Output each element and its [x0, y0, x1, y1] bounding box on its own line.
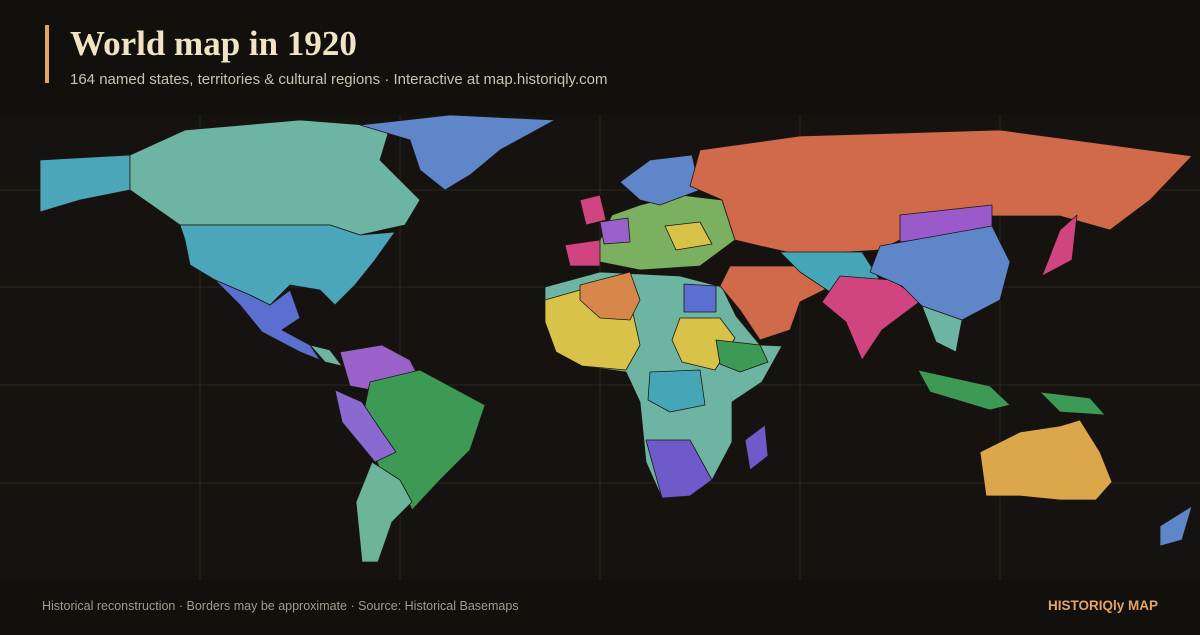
france	[599, 217, 631, 245]
britain	[579, 194, 607, 226]
congo	[647, 369, 706, 413]
central-america	[309, 344, 343, 367]
canada	[129, 119, 421, 236]
accent-bar	[45, 25, 49, 83]
indochina	[921, 305, 963, 353]
united-states	[179, 224, 396, 306]
subtitle: 164 named states, territories & cultural…	[70, 71, 607, 88]
iberia	[564, 239, 601, 267]
title: World map in 1920	[70, 24, 357, 63]
japan	[1041, 214, 1078, 277]
footer-note: Historical reconstruction · Borders may …	[42, 599, 519, 613]
mexico	[214, 279, 321, 361]
new-zealand	[1159, 505, 1193, 547]
algeria	[579, 271, 641, 321]
brand: HISTORIQly MAP	[1048, 598, 1158, 613]
peru-bolivia	[334, 389, 397, 463]
greenland	[359, 114, 556, 191]
australia	[979, 419, 1113, 501]
argentina-chile	[355, 461, 413, 563]
madagascar	[744, 424, 769, 471]
alaska	[39, 154, 131, 213]
land	[39, 114, 1193, 563]
balkans	[664, 221, 713, 251]
new-guinea	[1039, 391, 1106, 416]
ethiopia	[715, 339, 769, 373]
dutch-east-indies	[917, 369, 1011, 411]
south-africa	[645, 439, 713, 499]
egypt	[683, 283, 717, 313]
